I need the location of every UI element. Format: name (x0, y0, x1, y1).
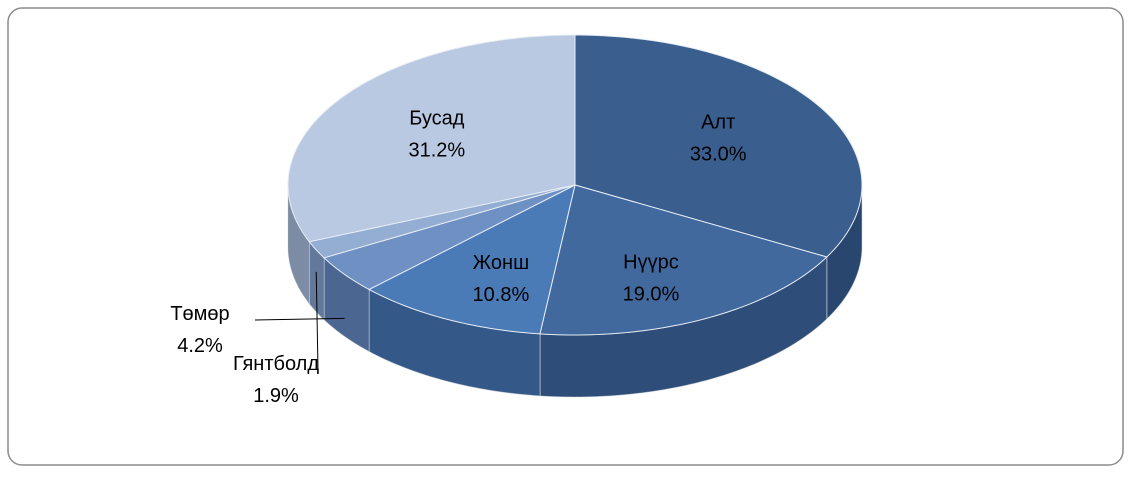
slice-label-value: 19.0% (623, 283, 680, 305)
slice-label-name: Гянтболд (233, 353, 319, 375)
slice-label-value: 4.2% (177, 335, 223, 357)
slice (367, 184, 576, 335)
slice-label-name: Нүүрс (623, 251, 679, 273)
slice-label-name: Бусад (409, 107, 465, 129)
slice-label: Төмөр 4.2% (170, 303, 229, 357)
slice-label-name: Төмөр (170, 303, 229, 325)
slice-label: Нүүрс 19.0% (623, 251, 680, 305)
slice-side-shade (324, 257, 370, 352)
slice-label: Жонш 10.8% (473, 252, 530, 306)
slice-label-name: Жонш (473, 252, 529, 274)
slice (574, 34, 863, 258)
leader-line (254, 317, 345, 321)
leader-line (315, 271, 319, 371)
slice-label: Бусад 31.2% (408, 107, 465, 161)
slice-label-value: 31.2% (408, 139, 465, 161)
slice (323, 184, 576, 291)
slice (308, 184, 576, 259)
slice-label-value: 1.9% (253, 385, 299, 407)
slice-label-value: 10.8% (473, 284, 530, 306)
slice-label: Алт 33.0% (690, 112, 747, 166)
slice-side-shade (826, 185, 862, 319)
slice (539, 184, 828, 336)
slice-label-value: 33.0% (690, 144, 747, 166)
slice-label-name: Алт (701, 112, 735, 134)
slice-label: Гянтболд 1.9% (233, 353, 319, 407)
slice-side-shade (369, 289, 540, 396)
slice (287, 34, 576, 243)
slice-side-shade (539, 256, 827, 397)
